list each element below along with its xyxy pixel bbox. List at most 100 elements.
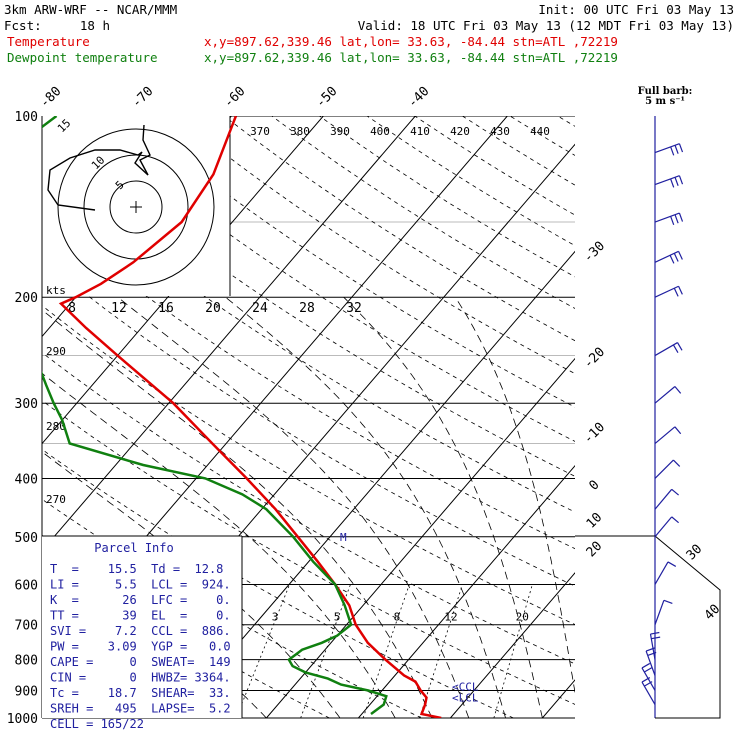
wind-barb-flag bbox=[663, 599, 673, 604]
wind-barb-flag bbox=[674, 177, 679, 186]
pressure-label: 800 bbox=[15, 654, 38, 669]
speed-label: 32 bbox=[346, 301, 362, 316]
parcel-info-row: SREH = 495 LAPSE= 5.2 bbox=[50, 702, 231, 716]
dry-adiabat bbox=[42, 258, 575, 587]
wind-barb-flag bbox=[650, 631, 660, 635]
wind-barb-shaft bbox=[654, 175, 680, 186]
wind-barb-shaft bbox=[654, 600, 665, 625]
m-marker: M bbox=[340, 531, 347, 544]
dry-adiabat bbox=[223, 116, 575, 342]
isotherm-line bbox=[634, 116, 740, 718]
parcel-info-box: Parcel Info T = 15.5 Td = 12.8 LI = 5.5 LC… bbox=[42, 535, 243, 731]
pressure-label: 1000 bbox=[7, 712, 38, 727]
mixing-ratio-line bbox=[419, 584, 463, 718]
isotherm-label: -60 bbox=[221, 84, 248, 111]
wind-barb-flag bbox=[673, 287, 679, 297]
speed-label: 28 bbox=[299, 301, 315, 316]
wind-barb-flag bbox=[674, 145, 679, 154]
pressure-label: 700 bbox=[15, 619, 38, 634]
parcel-info-row: TT = 39 EL = 0. bbox=[50, 609, 231, 623]
isotherm-line bbox=[450, 572, 575, 718]
isotherm-label: 0 bbox=[586, 478, 602, 494]
pressure-label: 100 bbox=[15, 110, 38, 125]
marker-lcl: <LCL bbox=[452, 691, 479, 704]
init-time: Init: 00 UTC Fri 03 May 13 bbox=[538, 2, 734, 17]
wind-barb-flag bbox=[673, 253, 679, 262]
isotherm-line bbox=[42, 116, 416, 552]
legend-temperature: Temperature bbox=[7, 34, 90, 49]
wind-barb-flag bbox=[644, 666, 653, 673]
mixing-ratio-line bbox=[362, 584, 410, 718]
wind-barb-flag bbox=[641, 677, 651, 683]
pressure-label: 600 bbox=[15, 578, 38, 593]
wind-barb-flag bbox=[671, 516, 679, 524]
wind-barb-flag bbox=[674, 426, 682, 435]
dry-adiabat bbox=[509, 116, 575, 156]
isotherm-label: -40 bbox=[405, 84, 432, 111]
wind-barb-flag bbox=[678, 251, 683, 260]
isotherm-line bbox=[726, 116, 740, 718]
moist-adiabat bbox=[454, 296, 575, 695]
isotherm-label: -50 bbox=[313, 84, 340, 111]
legend-dewpoint-info: x,y=897.62,339.46 lat,lon= 33.63, -84.44… bbox=[204, 50, 618, 65]
isotherm-label: -70 bbox=[129, 84, 156, 111]
parcel-info-row: CAPE = 0 SWEAT= 149 bbox=[50, 655, 231, 669]
left-theta-label: 280 bbox=[46, 420, 66, 433]
parcel-info-row: SVI = 7.2 CCL = 886. bbox=[50, 624, 231, 638]
dry-adiabat bbox=[557, 116, 575, 127]
dry-adiabat bbox=[42, 212, 575, 550]
speed-label: 8 bbox=[68, 301, 76, 316]
wind-barb-shaft bbox=[654, 426, 676, 444]
wind-barb-flag bbox=[678, 285, 683, 295]
theta-label: 380 bbox=[290, 125, 310, 138]
wind-barb-shaft bbox=[654, 143, 680, 154]
theta-label: 400 bbox=[370, 125, 390, 138]
dry-adiabat bbox=[42, 304, 575, 625]
mixing-ratio-label: 12 bbox=[444, 611, 457, 624]
wind-barb-flag bbox=[644, 681, 653, 687]
theta-label: 370 bbox=[250, 125, 270, 138]
parcel-info-row: CIN = 0 HWBZ= 3364. bbox=[50, 671, 231, 685]
mixing-ratio-label: 5 bbox=[334, 611, 341, 624]
legend-dewpoint: Dewpoint temperature bbox=[7, 50, 158, 65]
speed-label: 20 bbox=[205, 301, 221, 316]
full-barb-label: Full barb: bbox=[638, 86, 693, 97]
wind-barb-shaft bbox=[654, 342, 678, 357]
pressure-axis: 100 200 300 400 500 600 700 800 900 1000 bbox=[7, 110, 38, 727]
parcel-info-row: PW = 3.09 YGP = 0.0 bbox=[50, 640, 231, 654]
dry-adiabat bbox=[366, 116, 575, 247]
dry-adiabat bbox=[414, 116, 575, 216]
pressure-label: 400 bbox=[15, 472, 38, 487]
pressure-label: 500 bbox=[15, 531, 38, 546]
speed-label: 12 bbox=[111, 301, 127, 316]
wind-barb-shaft bbox=[654, 212, 680, 223]
wind-barb-flag bbox=[678, 143, 684, 153]
dry-adiabat bbox=[271, 116, 575, 309]
moist-adiabat bbox=[343, 296, 543, 718]
wind-barb-flag bbox=[678, 212, 684, 222]
theta-label: 420 bbox=[450, 125, 470, 138]
moist-adiabat bbox=[117, 296, 470, 718]
profile-traces bbox=[42, 116, 442, 718]
speed-label: 16 bbox=[158, 301, 174, 316]
fcst-value: 18 h bbox=[80, 18, 110, 33]
parcel-info-row: Tc = 18.7 SHEAR= 33. bbox=[50, 686, 231, 700]
wind-barb-shaft bbox=[654, 488, 673, 510]
hodograph-ring bbox=[109, 180, 163, 234]
wind-barb-flag bbox=[667, 561, 677, 567]
moist-adiabat bbox=[42, 372, 396, 718]
mixing-ratio-line bbox=[300, 584, 351, 718]
dry-adiabat bbox=[462, 116, 575, 186]
parcel-info-row: K = 26 LFC = 0. bbox=[50, 593, 231, 607]
dry-adiabat bbox=[128, 116, 575, 408]
parcel-info-row: LI = 5.5 LCL = 924. bbox=[50, 578, 231, 592]
wind-barb-flag bbox=[670, 216, 675, 225]
fcst-label: Fcst: bbox=[4, 18, 42, 33]
isotherm-label: 30 bbox=[684, 542, 706, 564]
wind-barb-flag bbox=[678, 175, 684, 185]
hodograph-trace bbox=[47, 149, 149, 211]
wind-barb-flag bbox=[670, 178, 675, 188]
moist-adiabat bbox=[225, 296, 506, 718]
dry-adiabat bbox=[42, 352, 575, 665]
